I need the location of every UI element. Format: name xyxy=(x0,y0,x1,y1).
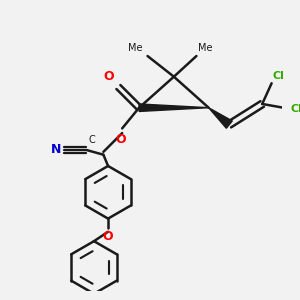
Text: Me: Me xyxy=(128,43,143,53)
Text: Me: Me xyxy=(198,43,213,53)
Text: O: O xyxy=(115,133,126,146)
Text: Cl: Cl xyxy=(272,71,284,81)
Polygon shape xyxy=(208,108,232,128)
Text: O: O xyxy=(103,70,114,83)
Text: O: O xyxy=(103,230,113,243)
Text: C: C xyxy=(88,135,95,145)
Polygon shape xyxy=(139,104,208,112)
Text: N: N xyxy=(51,143,61,157)
Text: Cl: Cl xyxy=(290,103,300,114)
